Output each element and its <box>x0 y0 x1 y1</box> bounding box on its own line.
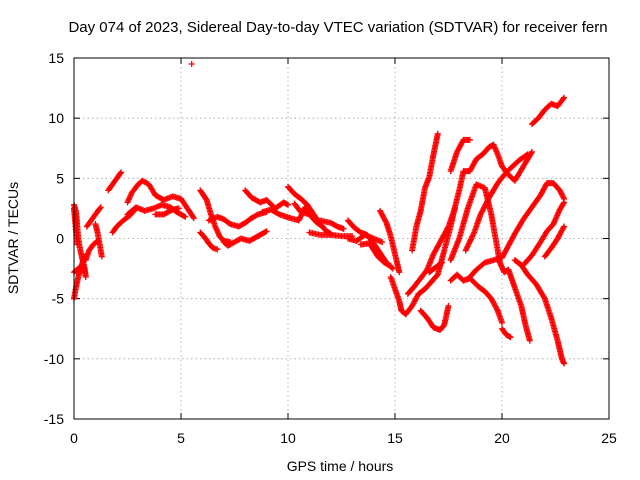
data-point <box>175 205 182 212</box>
y-tick-label: 15 <box>48 50 64 66</box>
data-point <box>526 337 533 344</box>
data-point <box>190 215 197 222</box>
data-point <box>451 205 458 212</box>
data-point <box>438 260 445 267</box>
data-point <box>499 319 505 326</box>
y-tick-label: -5 <box>52 291 65 307</box>
y-tick-label: -15 <box>44 411 64 427</box>
data-point <box>561 94 568 101</box>
plot-frame <box>73 57 610 420</box>
data-point <box>561 223 568 230</box>
data-point <box>262 228 269 235</box>
y-tick-label: 0 <box>56 231 64 247</box>
data-point <box>182 213 189 220</box>
x-tick-label: 20 <box>494 430 510 446</box>
data-point <box>434 130 441 137</box>
data-point <box>528 150 535 157</box>
data-point <box>253 212 260 219</box>
data-point <box>528 148 535 155</box>
x-tick-label: 0 <box>70 430 78 446</box>
data-point <box>561 360 568 367</box>
data-point <box>82 274 89 281</box>
data-point <box>97 204 104 211</box>
y-tick-label: 10 <box>48 110 64 126</box>
data-point <box>466 136 473 143</box>
data-point <box>444 224 451 231</box>
data-point <box>560 95 567 102</box>
data-point <box>285 201 291 208</box>
data-point <box>541 294 548 301</box>
data-point <box>214 246 221 253</box>
data-point <box>524 151 531 158</box>
data-point <box>98 253 105 260</box>
data-point <box>340 225 347 232</box>
data-point <box>190 213 197 220</box>
data-point <box>96 205 103 212</box>
y-tick-label: 5 <box>56 170 64 186</box>
y-axis-label: SDTVAR / TECUs <box>5 182 21 294</box>
data-point <box>523 152 530 159</box>
data-points <box>71 61 568 367</box>
data-point <box>560 200 567 207</box>
data-point <box>117 170 124 177</box>
data-point <box>396 269 403 276</box>
data-point <box>507 334 514 341</box>
data-point <box>379 239 386 246</box>
data-point <box>560 224 567 231</box>
y-tick-label: -10 <box>44 351 64 367</box>
x-tick-label: 5 <box>177 430 185 446</box>
data-point <box>387 263 394 270</box>
x-tick-label: 15 <box>387 430 403 446</box>
x-axis-label: GPS time / hours <box>287 458 394 474</box>
data-point <box>74 241 81 248</box>
data-point <box>561 199 568 206</box>
data-point <box>263 228 270 235</box>
data-point <box>494 306 501 313</box>
data-point <box>445 302 452 309</box>
data-point <box>382 218 389 225</box>
data-point <box>188 61 195 68</box>
data-point <box>181 213 188 220</box>
data-point <box>118 169 125 176</box>
x-tick-label: 10 <box>280 430 296 446</box>
data-point <box>439 259 446 266</box>
data-point <box>386 262 393 269</box>
data-point <box>81 269 88 276</box>
data-point <box>319 223 326 230</box>
tick-labels: 0 5 10 15 20 25 -15 -10 -5 0 5 10 15 <box>44 50 617 446</box>
x-tick-label: 25 <box>601 430 617 446</box>
chart-title: Day 074 of 2023, Sidereal Day-to-day VTE… <box>68 19 607 36</box>
